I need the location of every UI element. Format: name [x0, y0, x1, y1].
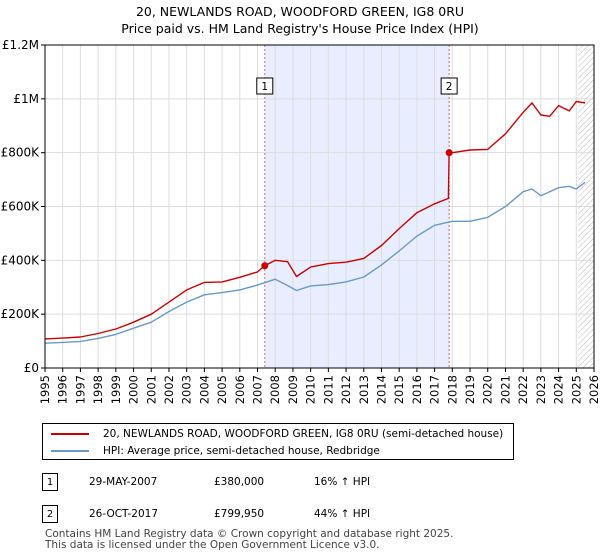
x-tick-label: 2000 — [127, 375, 141, 404]
y-tick-label: £1.2M — [2, 38, 39, 52]
x-tick-label: 2020 — [481, 375, 495, 404]
x-tick-label: 1998 — [91, 375, 105, 404]
legend-label-property: 20, NEWLANDS ROAD, WOODFORD GREEN, IG8 0… — [103, 428, 504, 440]
legend: 20, NEWLANDS ROAD, WOODFORD GREEN, IG8 0… — [42, 423, 514, 460]
x-tick-label: 2022 — [516, 375, 530, 404]
x-tick-label: 1999 — [109, 375, 123, 404]
x-tick-label: 1996 — [56, 375, 70, 404]
x-tick-label: 2009 — [286, 375, 300, 404]
x-tick-label: 2002 — [162, 375, 176, 404]
sale-point — [261, 262, 269, 270]
sale-row: 1 29-MAY-2007 £380,000 16% ↑ HPI — [42, 472, 370, 492]
x-tick-label: 1997 — [73, 375, 87, 404]
sale-price: £380,000 — [214, 476, 265, 488]
sale-label: 2 — [446, 81, 453, 93]
x-tick-label: 2017 — [428, 375, 442, 404]
footer-licence: This data is licensed under the Open Gov… — [45, 539, 380, 551]
x-tick-label: 2021 — [498, 375, 512, 404]
x-tick-label: 2010 — [304, 375, 318, 404]
sale-date: 26-OCT-2017 — [89, 508, 158, 520]
sale-number-badge: 2 — [42, 505, 58, 523]
legend-item-property: 20, NEWLANDS ROAD, WOODFORD GREEN, IG8 0… — [51, 426, 503, 442]
y-tick-label: £800K — [1, 146, 41, 160]
x-tick-label: 2018 — [445, 375, 459, 404]
property-series-line — [44, 100, 586, 340]
legend-item-hpi: HPI: Average price, semi-detached house,… — [51, 443, 380, 459]
footer-copyright: Contains HM Land Registry data © Crown c… — [45, 528, 454, 540]
legend-swatch-hpi — [51, 450, 89, 452]
attribution-footer: Contains HM Land Registry data © Crown c… — [45, 529, 453, 551]
x-tick-label: 2019 — [463, 375, 477, 404]
x-tick-label: 2011 — [321, 375, 335, 404]
legend-label-hpi: HPI: Average price, semi-detached house,… — [103, 445, 380, 457]
x-tick-label: 2001 — [144, 375, 158, 404]
chart-subtitle: Price paid vs. HM Land Registry's House … — [121, 21, 479, 36]
x-tick-label: 2007 — [251, 375, 265, 404]
sale-price: £799,950 — [214, 508, 265, 520]
x-tick-label: 2004 — [197, 375, 211, 404]
x-tick-label: 2013 — [357, 375, 371, 404]
sale-hpi-change: 44% ↑ HPI — [314, 508, 371, 520]
sale-number-badge: 1 — [42, 473, 58, 491]
sale-label: 1 — [261, 81, 268, 93]
y-tick-label: £1M — [13, 92, 39, 106]
x-tick-label: 2025 — [569, 375, 583, 404]
x-tick-label: 2014 — [374, 375, 388, 404]
x-tick-label: 2026 — [587, 375, 600, 404]
sale-label-box — [440, 77, 458, 95]
price-chart: 1 2 £0 £200K £400K £600K £800K £1M £1.2M 1995 199… — [1, 38, 600, 404]
x-tick-label: 2015 — [392, 375, 406, 404]
y-tick-label: £400K — [1, 253, 41, 267]
x-tick-label: 2003 — [180, 375, 194, 404]
y-tick-label: £0 — [24, 361, 39, 375]
chart-title-address: 20, NEWLANDS ROAD, WOODFORD GREEN, IG8 0… — [135, 4, 465, 19]
sale-label-box — [256, 77, 274, 95]
sale-date: 29-MAY-2007 — [89, 476, 158, 488]
sale-hpi-change: 16% ↑ HPI — [314, 476, 371, 488]
x-tick-label: 2016 — [410, 375, 424, 404]
x-tick-label: 2024 — [552, 375, 566, 404]
sale-row: 2 26-OCT-2017 £799,950 44% ↑ HPI — [42, 504, 370, 524]
x-tick-label: 2006 — [233, 375, 247, 404]
x-tick-label: 1995 — [38, 375, 52, 404]
x-tick-label: 2008 — [268, 375, 282, 404]
y-tick-label: £600K — [1, 200, 41, 214]
y-tick-label: £200K — [1, 307, 41, 321]
legend-swatch-property — [51, 433, 89, 435]
hpi-series-line — [44, 181, 586, 344]
sale-point — [445, 149, 453, 157]
x-tick-label: 2012 — [339, 375, 353, 404]
x-tick-label: 2023 — [534, 375, 548, 404]
x-tick-label: 2005 — [215, 375, 229, 404]
